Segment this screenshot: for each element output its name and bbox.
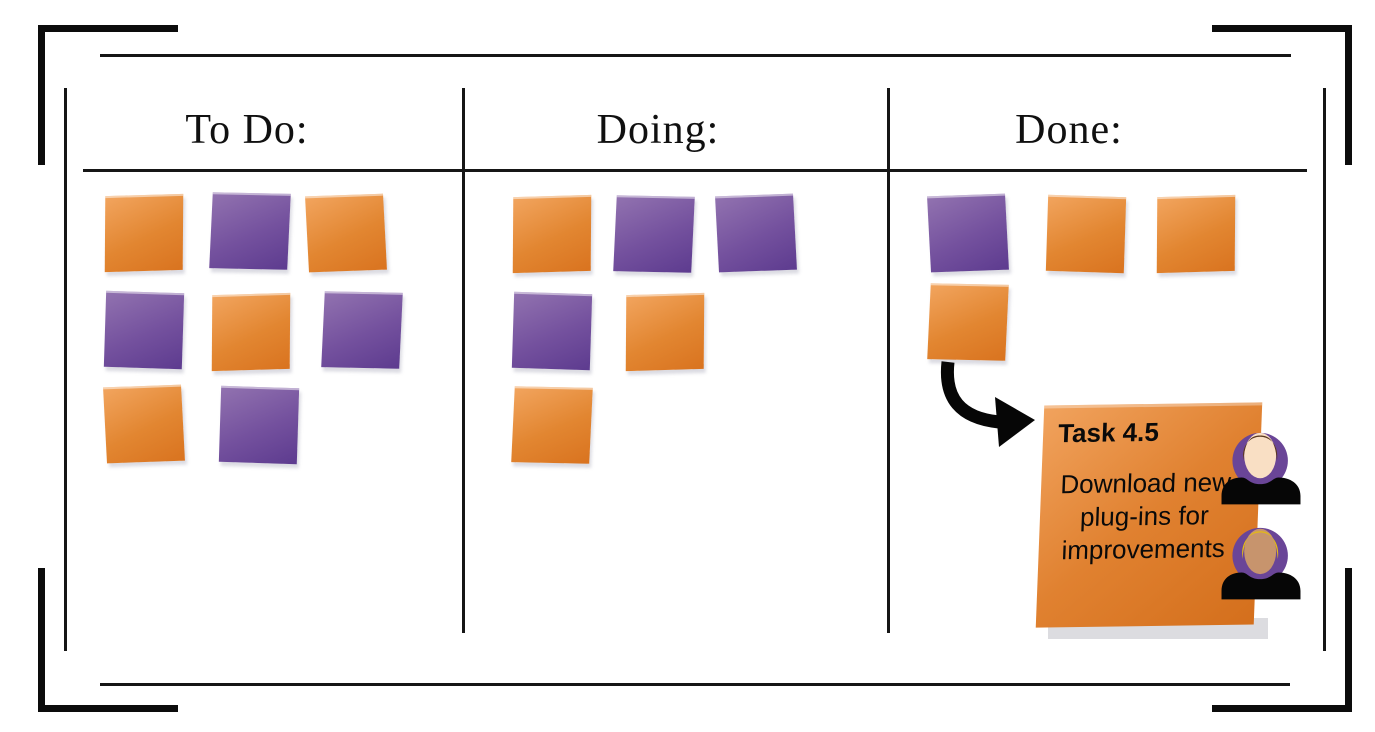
sticky-note-orange-doing xyxy=(511,386,593,464)
header-underline xyxy=(83,169,1307,172)
column-divider-1 xyxy=(462,88,465,633)
avatar-face xyxy=(1244,528,1277,575)
bracket-horizontal-bar xyxy=(1212,705,1352,712)
sticky-note-orange-done xyxy=(1045,194,1127,274)
board-bottom-line xyxy=(100,683,1290,686)
sticky-note-orange-done xyxy=(927,283,1009,361)
sticky-note-orange-todo xyxy=(211,292,291,372)
sticky-note-orange-todo xyxy=(305,193,387,273)
bracket-vertical-bar xyxy=(1345,568,1352,708)
sticky-note-orange-doing xyxy=(512,194,592,274)
sticky-note-purple-doing xyxy=(613,195,695,273)
column-divider-2 xyxy=(887,88,890,633)
person-avatar-brown-hair-icon xyxy=(1221,432,1301,505)
sticky-note-purple-done xyxy=(927,193,1009,273)
avatar-face xyxy=(1244,432,1277,479)
task-note-body-line: improvements xyxy=(1060,532,1226,566)
column-header-done: Done: xyxy=(1015,107,1123,153)
sticky-note-orange-done xyxy=(1156,194,1236,274)
sticky-note-purple-todo xyxy=(218,385,300,465)
sticky-note-purple-doing xyxy=(511,291,593,371)
sticky-note-purple-doing xyxy=(715,193,797,273)
bracket-horizontal-bar xyxy=(38,25,178,32)
avatar-torso xyxy=(1221,477,1301,505)
sticky-note-orange-doing xyxy=(625,292,705,372)
sticky-note-purple-todo xyxy=(103,290,185,370)
task-note-body-line: plug-ins for xyxy=(1079,500,1210,532)
sticky-note-orange-todo xyxy=(103,384,185,464)
column-header-doing: Doing: xyxy=(596,107,720,153)
sticky-note-purple-todo xyxy=(209,192,291,270)
column-header-todo: To Do: xyxy=(185,107,309,153)
task-note-body: Download new plug-ins for improvements xyxy=(1053,466,1246,568)
person-avatar-blonde-hair-icon xyxy=(1221,527,1301,600)
bracket-vertical-bar xyxy=(38,25,45,165)
sticky-note-purple-todo xyxy=(321,291,403,369)
board-left-edge xyxy=(64,88,67,651)
bracket-horizontal-bar xyxy=(38,705,178,712)
bracket-vertical-bar xyxy=(1345,25,1352,165)
avatar-torso xyxy=(1221,572,1301,600)
sticky-note-orange-todo xyxy=(104,193,184,273)
task-note-body-line: Download new xyxy=(1059,466,1232,500)
bracket-vertical-bar xyxy=(38,568,45,708)
bracket-horizontal-bar xyxy=(1212,25,1352,32)
board-top-line xyxy=(100,54,1291,57)
curved-arrow-icon xyxy=(940,361,1035,447)
board-right-edge xyxy=(1323,88,1326,651)
